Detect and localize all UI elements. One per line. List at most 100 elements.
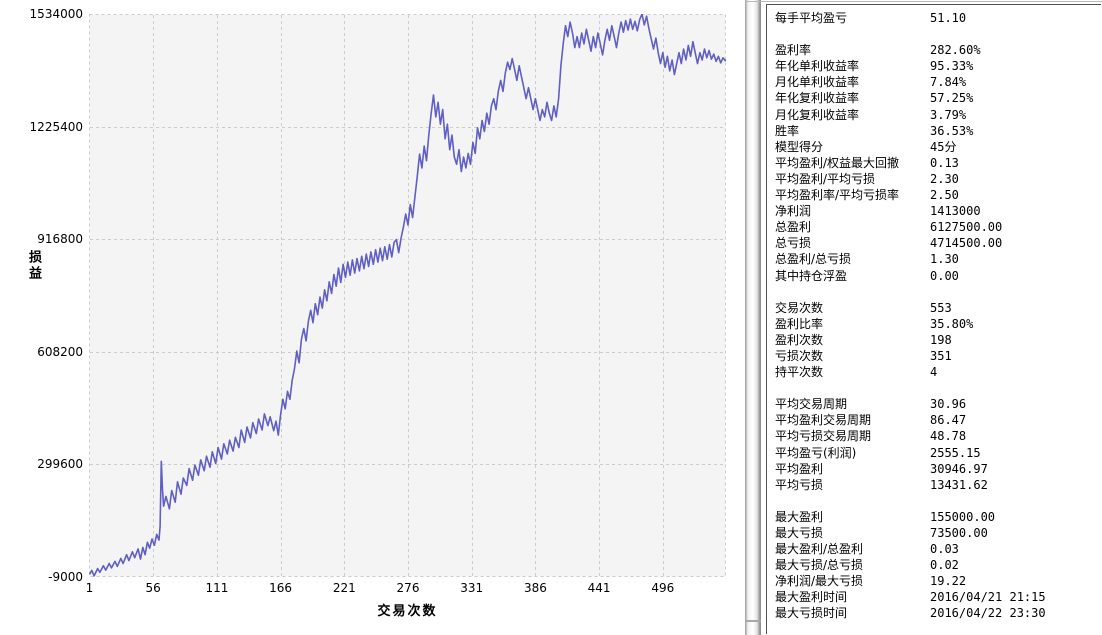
stat-value: 282.60% xyxy=(930,43,981,58)
stat-row: 最大亏损 73500.00 xyxy=(767,525,1101,541)
stat-value: 3.79% xyxy=(930,107,967,122)
stat-label: 总盈利/总亏损 xyxy=(775,252,852,267)
stat-label: 月化单利收益率 xyxy=(775,75,860,90)
stat-row: 其中持仓浮盈 0.00 xyxy=(767,268,1101,284)
x-axis-title: 交易次数 xyxy=(377,604,438,619)
stat-label: 盈利次数 xyxy=(775,332,824,347)
stat-value: 0.02 xyxy=(930,558,959,573)
stat-row: 平均盈亏(利润) 2555.15 xyxy=(767,445,1101,461)
x-tick-label: 111 xyxy=(205,581,229,595)
stat-value: 0.13 xyxy=(930,155,959,170)
stat-value: 2.50 xyxy=(930,188,959,203)
stat-label: 亏损次数 xyxy=(775,348,824,363)
stat-row: 平均亏损 13431.62 xyxy=(767,477,1101,493)
stat-label: 盈利比率 xyxy=(775,316,824,331)
stat-row: 最大亏损/总亏损 0.02 xyxy=(767,557,1101,573)
stat-row: 最大盈利 155000.00 xyxy=(767,509,1101,525)
stat-row: 平均亏损交易周期 48.78 xyxy=(767,428,1101,444)
stat-row: 年化复利收益率 57.25% xyxy=(767,90,1101,106)
stat-row-blank xyxy=(767,284,1101,300)
stat-label: 交易次数 xyxy=(775,300,824,315)
x-tick-label: 276 xyxy=(396,581,420,595)
stat-value: 95.33% xyxy=(930,59,974,74)
stat-value: 155000.00 xyxy=(930,509,996,524)
stat-label: 持平次数 xyxy=(775,365,824,380)
stat-row: 平均盈利率/平均亏损率 2.50 xyxy=(767,187,1101,203)
stat-row: 胜率 36.53% xyxy=(767,123,1101,139)
stat-value: 4714500.00 xyxy=(930,236,1003,251)
stat-row: 总亏损 4714500.00 xyxy=(767,235,1101,251)
x-tick-label: 166 xyxy=(269,581,293,595)
stat-value: 73500.00 xyxy=(930,526,988,540)
stat-label: 净利润/最大亏损 xyxy=(775,574,864,589)
equity-line xyxy=(89,14,726,577)
stat-label: 总亏损 xyxy=(775,236,812,251)
stat-label: 平均盈利 xyxy=(775,461,824,476)
stat-label: 模型得分 xyxy=(775,139,824,154)
stat-value: 0.03 xyxy=(930,542,959,557)
plot-svg xyxy=(89,14,726,577)
stat-label: 平均亏损交易周期 xyxy=(775,429,872,444)
y-tick-label: 608200 xyxy=(37,344,83,359)
stat-label: 最大亏损/总亏损 xyxy=(775,558,864,573)
stat-row: 每手平均盈亏 51.10 xyxy=(767,10,1101,26)
stat-value: 86.47 xyxy=(930,413,967,428)
stat-value: 57.25% xyxy=(930,91,974,106)
stat-label: 总盈利 xyxy=(775,220,812,235)
stat-label: 平均盈利/平均亏损 xyxy=(775,171,876,186)
stat-label: 平均盈利/权益最大回撤 xyxy=(775,155,900,170)
vertical-splitter[interactable] xyxy=(745,0,761,635)
stat-value: 45分 xyxy=(930,139,957,154)
x-tick-label: 386 xyxy=(523,581,547,595)
stat-label: 平均盈利交易周期 xyxy=(775,413,872,428)
stat-row: 最大亏损时间 2016/04/22 23:30 xyxy=(767,605,1101,621)
stat-label: 最大亏损 xyxy=(775,526,824,540)
stat-row: 最大盈利/总盈利 0.03 xyxy=(767,541,1101,557)
stat-value: 51.10 xyxy=(930,11,967,25)
stat-row: 总盈利/总亏损 1.30 xyxy=(767,251,1101,267)
x-tick-label: 441 xyxy=(587,581,611,595)
stat-row: 平均盈利/平均亏损 2.30 xyxy=(767,171,1101,187)
stat-value: 351 xyxy=(930,348,952,363)
stat-value: 0.00 xyxy=(930,268,959,283)
stat-row: 持平次数 4 xyxy=(767,364,1101,380)
stat-value: 35.80% xyxy=(930,316,974,331)
stat-value: 19.22 xyxy=(930,574,967,589)
stat-label: 平均交易周期 xyxy=(775,397,848,412)
stat-value: 1.30 xyxy=(930,252,959,267)
stat-row: 月化复利收益率 3.79% xyxy=(767,107,1101,123)
stat-row: 总盈利 6127500.00 xyxy=(767,219,1101,235)
plot-area[interactable] xyxy=(89,14,726,577)
stat-row-blank xyxy=(767,380,1101,396)
stat-row: 模型得分 45分 xyxy=(767,139,1101,155)
stat-label: 盈利率 xyxy=(775,43,812,58)
stat-value: 48.78 xyxy=(930,429,967,444)
x-tick-label: 1 xyxy=(85,581,94,595)
stat-label: 月化复利收益率 xyxy=(775,107,860,122)
statistics-panel: 每手平均盈亏 51.10 盈利率 282.60% 年化单利收益率 95.33% 月化单利收益… xyxy=(766,4,1101,634)
stat-value: 1413000 xyxy=(930,204,981,219)
stat-row: 年化单利收益率 95.33% xyxy=(767,58,1101,74)
stat-row: 亏损次数 351 xyxy=(767,348,1101,364)
y-tick-label: 1225400 xyxy=(29,119,83,134)
stat-label: 平均盈利率/平均亏损率 xyxy=(775,188,900,203)
stat-row: 盈利次数 198 xyxy=(767,332,1101,348)
stat-row-blank xyxy=(767,26,1101,42)
stat-label: 年化单利收益率 xyxy=(775,59,860,74)
stat-row: 最大盈利时间 2016/04/21 21:15 xyxy=(767,589,1101,605)
y-tick-label: -9000 xyxy=(48,570,83,584)
stat-label: 最大亏损时间 xyxy=(775,606,848,621)
x-tick-label: 56 xyxy=(145,581,161,595)
stat-row: 平均盈利 30946.97 xyxy=(767,461,1101,477)
stat-label: 其中持仓浮盈 xyxy=(775,268,848,283)
stat-label: 每手平均盈亏 xyxy=(775,11,848,25)
stat-label: 平均盈亏(利润) xyxy=(775,445,857,460)
stat-label: 最大盈利/总盈利 xyxy=(775,542,864,557)
y-tick-label: 916800 xyxy=(37,232,83,247)
stat-value: 13431.62 xyxy=(930,477,988,492)
stat-row-blank xyxy=(767,493,1101,509)
y-tick-label: 1534000 xyxy=(29,7,83,21)
x-tick-label: 331 xyxy=(460,581,484,595)
stat-value: 2016/04/21 21:15 xyxy=(930,590,1046,605)
stat-label: 平均亏损 xyxy=(775,477,824,492)
